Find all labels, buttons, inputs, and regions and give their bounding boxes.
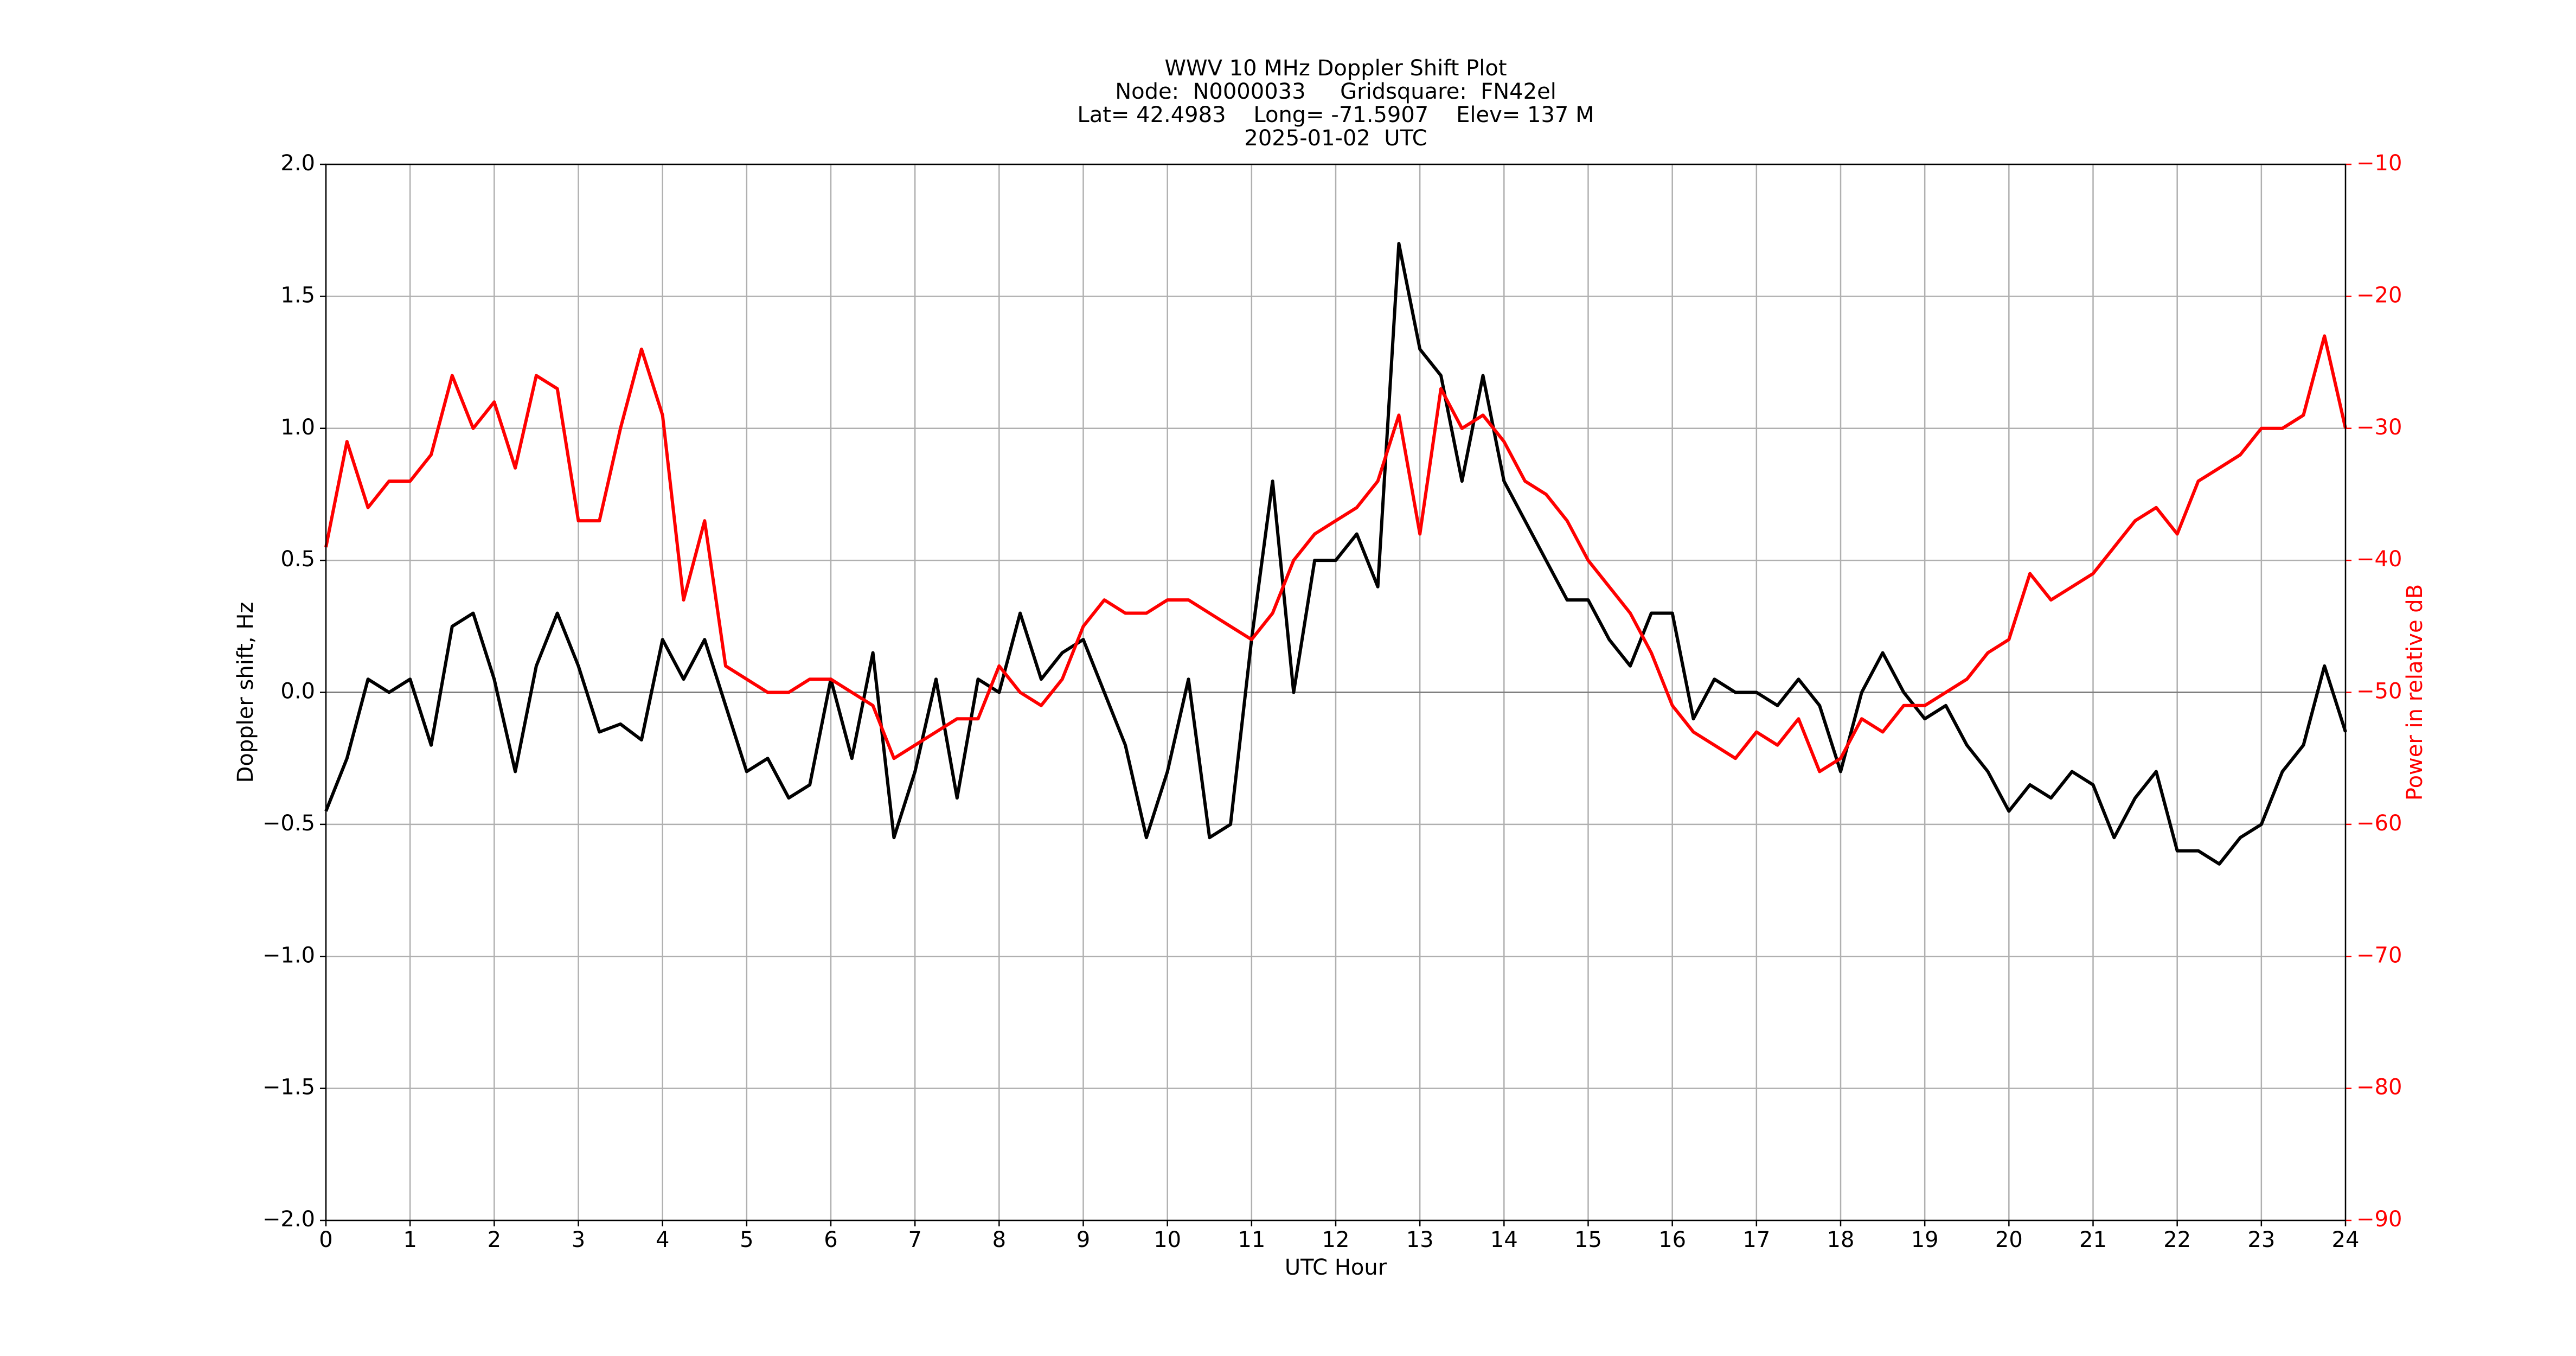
y-tick-label: 1.5 [280,283,315,308]
x-tick-label: 0 [319,1227,332,1252]
y-tick-label: 1.0 [280,415,315,440]
data-line [324,334,2347,773]
x-tick-label: 12 [1322,1227,1350,1252]
x-tick-label: 2 [488,1227,501,1252]
y2-tick-label: −30 [2356,415,2402,440]
y2-tick-label: −60 [2356,811,2402,836]
y2-tick-label: −50 [2356,679,2402,704]
y2-tick-label: −90 [2356,1207,2402,1232]
x-tick-label: 15 [1574,1227,1602,1252]
x-tick-label: 23 [2247,1227,2275,1252]
x-tick-label: 11 [1238,1227,1265,1252]
y2-tick-label: −70 [2356,943,2402,968]
x-tick-label: 21 [2079,1227,2107,1252]
x-tick-label: 7 [908,1227,921,1252]
y-tick-label: −0.5 [262,811,315,836]
x-tick-label: 13 [1406,1227,1434,1252]
x-tick-label: 18 [1827,1227,1855,1252]
x-tick-label: 14 [1490,1227,1518,1252]
x-tick-label: 24 [2332,1227,2360,1252]
y-tick-label: 0.0 [280,679,315,704]
x-tick-label: 20 [1995,1227,2023,1252]
x-tick-label: 6 [824,1227,837,1252]
x-tick-label: 1 [403,1227,416,1252]
y-axis-label: Doppler shift, Hz [233,602,258,783]
x-tick-label: 8 [992,1227,1006,1252]
y2-tick-label: −40 [2356,547,2402,572]
x-tick-label: 3 [572,1227,585,1252]
y2-tick-label: −80 [2356,1075,2402,1100]
x-tick-label: 17 [1742,1227,1770,1252]
y-tick-label: −1.5 [262,1075,315,1100]
x-tick-label: 22 [2163,1227,2191,1252]
y-tick-label: 2.0 [280,151,315,176]
x-tick-label: 16 [1658,1227,1686,1252]
y-tick-label: 0.5 [280,547,315,572]
y2-tick-label: −20 [2356,283,2402,308]
y2-tick-label: −10 [2356,151,2402,176]
x-tick-label: 5 [740,1227,753,1252]
x-tick-label: 10 [1154,1227,1181,1252]
y2-axis-label: Power in relative dB [2402,584,2427,801]
chart-title: 2025-01-02 UTC [1244,126,1427,151]
chart-title: WWV 10 MHz Doppler Shift Plot [1164,56,1507,81]
x-axis-label: UTC Hour [1285,1255,1387,1280]
x-tick-label: 19 [1911,1227,1939,1252]
x-tick-label: 9 [1076,1227,1090,1252]
data-line [324,242,2347,866]
chart-title: Lat= 42.4983 Long= -71.5907 Elev= 137 M [1077,103,1594,127]
plot-frame [325,163,2347,1221]
x-tick-label: 4 [656,1227,669,1252]
chart-title: Node: N0000033 Gridsquare: FN42el [1115,79,1556,104]
y-tick-label: −1.0 [262,943,315,968]
y-tick-label: −2.0 [262,1207,315,1232]
